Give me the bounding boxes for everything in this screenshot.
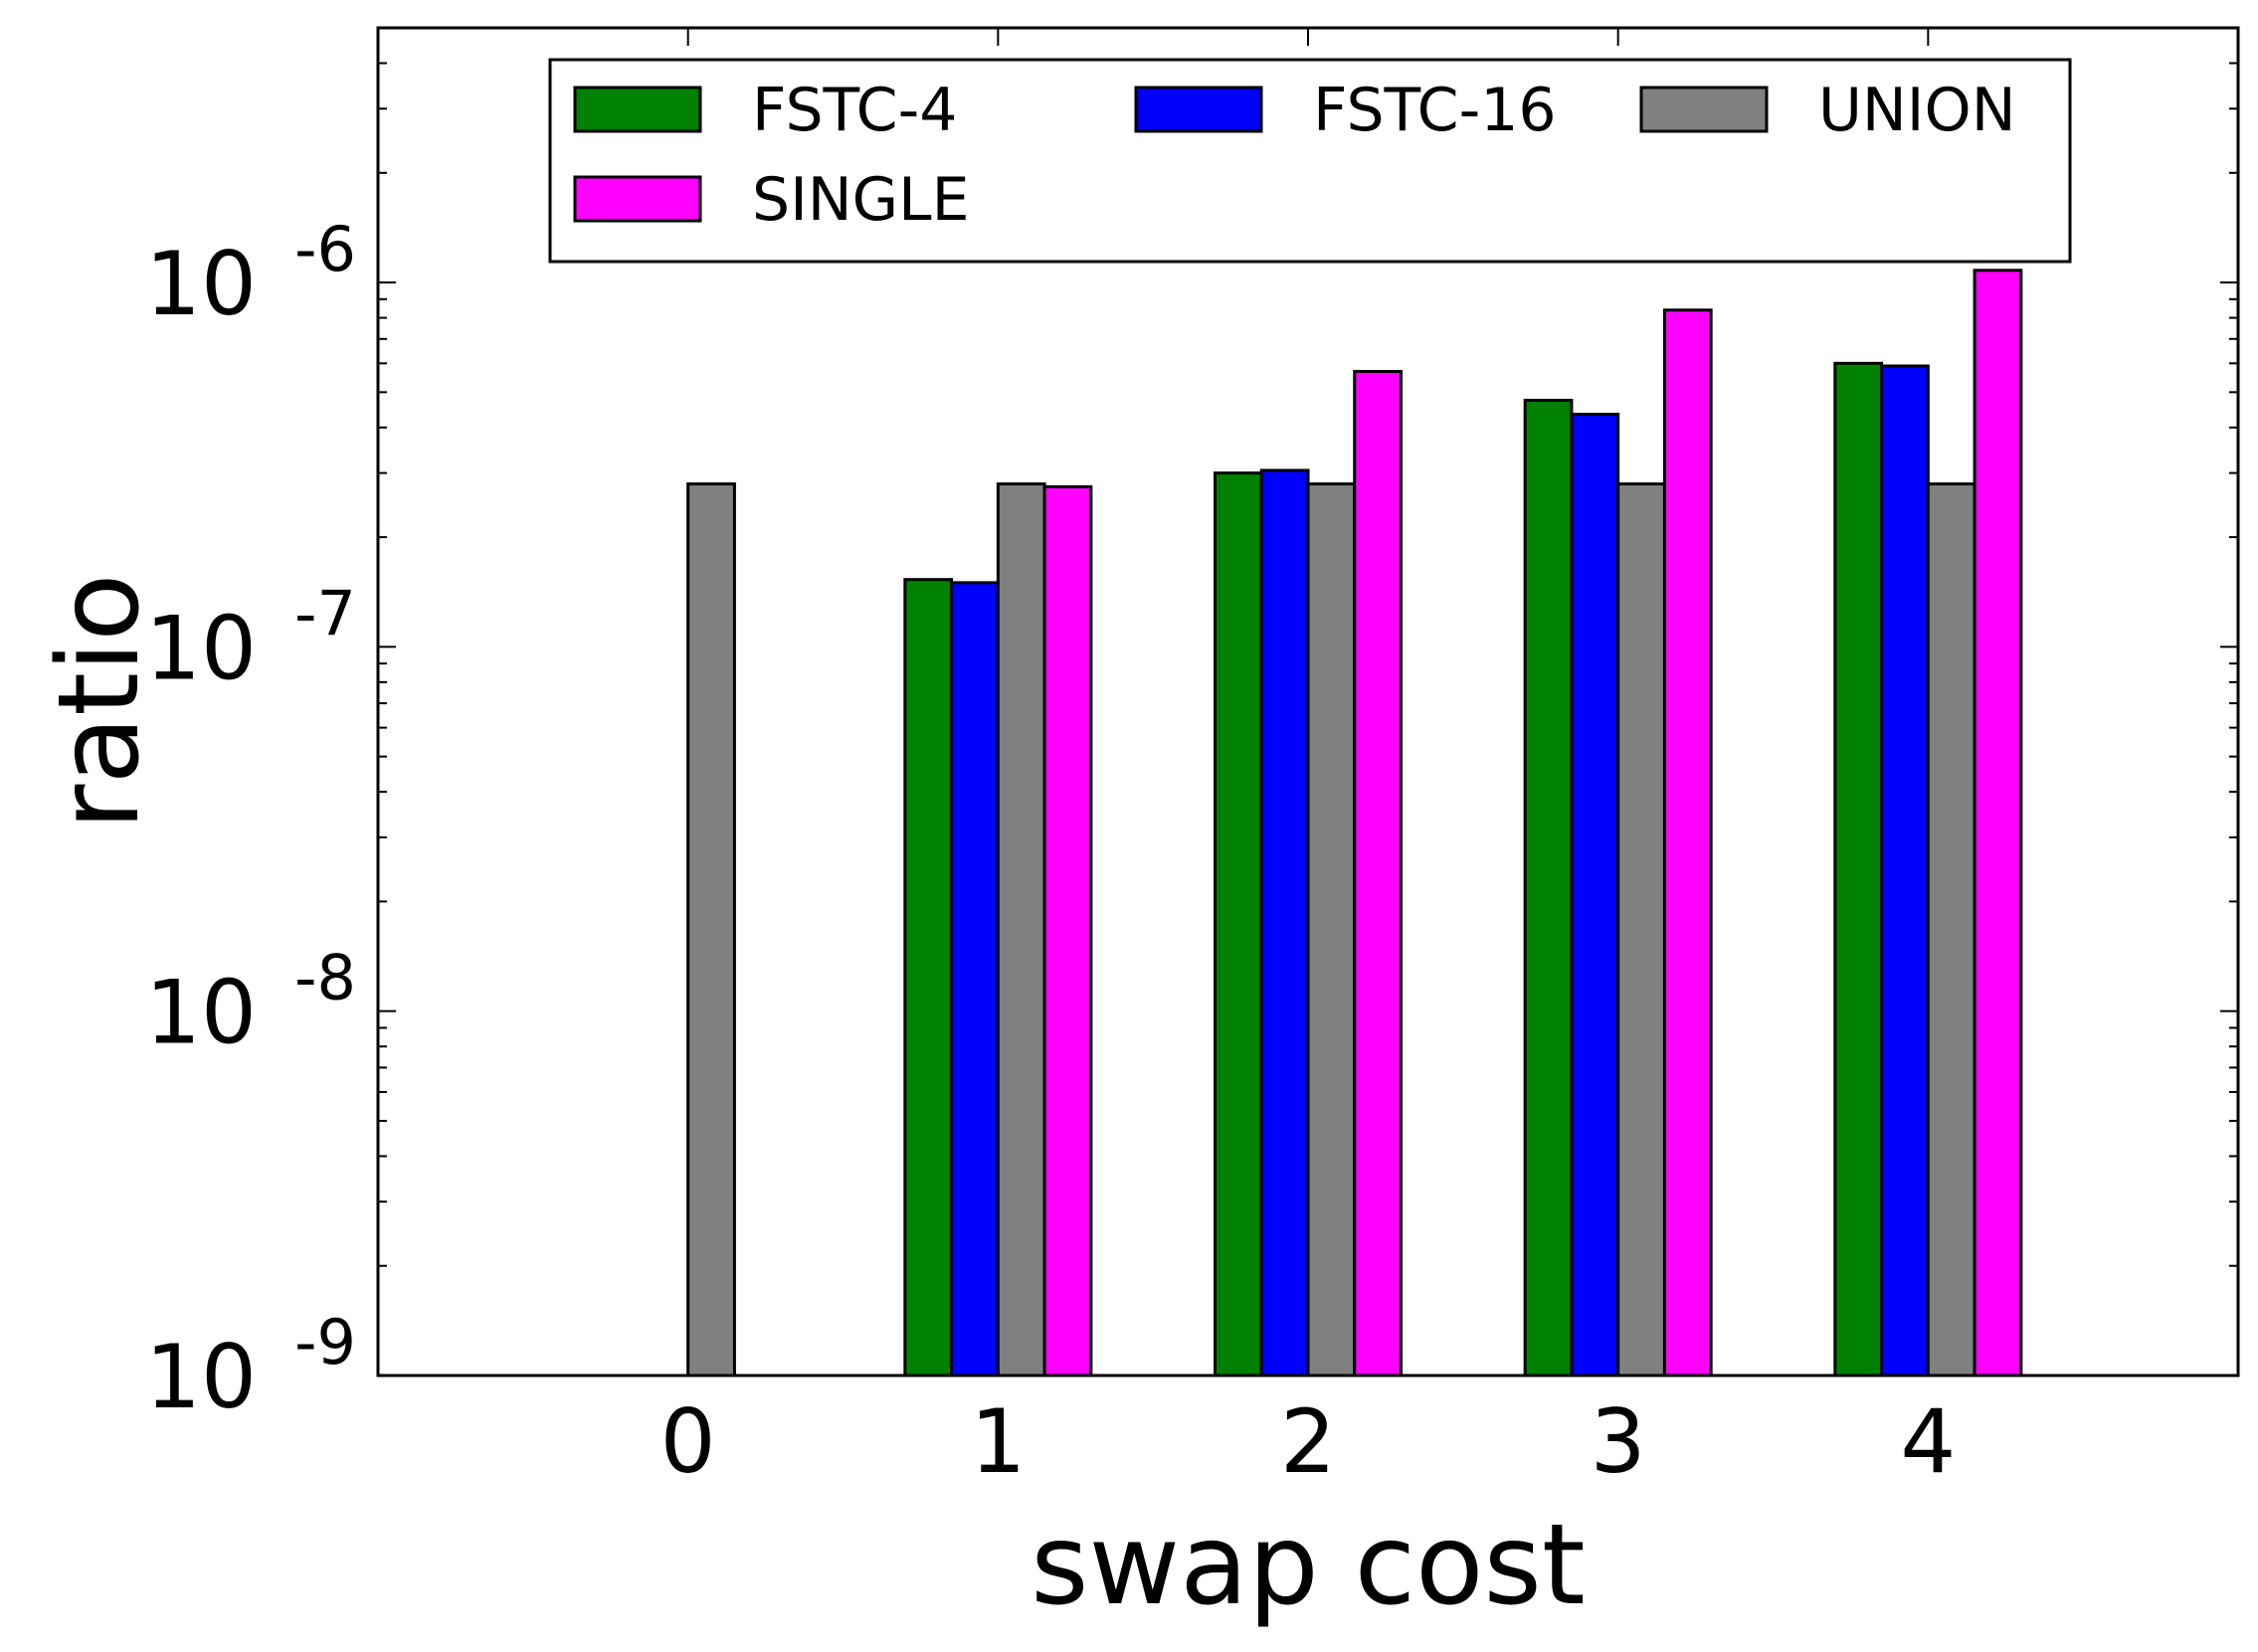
bar-single-4 — [1973, 269, 2023, 1377]
y-tick-base: 10 — [145, 1326, 257, 1428]
bar-fstc-4-3 — [1523, 398, 1574, 1377]
legend-swatch — [1639, 86, 1769, 133]
y-tick-label: -6 10 — [145, 213, 356, 335]
y-tick-labels: -9 10 -8 10 -7 10 -6 10 — [145, 213, 356, 1428]
x-tick-label: 1 — [970, 1390, 1026, 1493]
bar-fstc-16-2 — [1259, 468, 1310, 1377]
y-tick-exponent: -6 — [294, 213, 356, 285]
bar-fstc-4-1 — [903, 578, 954, 1377]
y-tick-base: 10 — [145, 962, 257, 1064]
bar-union-4 — [1926, 482, 1976, 1377]
legend-swatch — [573, 175, 702, 223]
y-tick-base: 10 — [145, 597, 257, 699]
legend-label: FSTC-4 — [752, 76, 957, 145]
x-tick-label: 0 — [660, 1390, 716, 1493]
y-tick-exponent: -7 — [294, 577, 356, 649]
x-tick-label: 3 — [1591, 1390, 1646, 1493]
bar-fstc-16-3 — [1570, 412, 1620, 1377]
x-tick-label: 4 — [1900, 1390, 1956, 1493]
legend-label: UNION — [1818, 76, 2016, 145]
legend-item-single: SINGLE — [573, 165, 970, 235]
plot-frame — [376, 26, 2240, 1377]
bar-union-2 — [1306, 482, 1357, 1377]
y-tick-base: 10 — [145, 233, 257, 335]
bar-union-3 — [1616, 482, 1666, 1377]
legend-frame — [548, 58, 2072, 264]
x-tick-labels: 0 1 2 3 4 — [660, 1390, 1957, 1493]
bar-single-2 — [1353, 369, 1403, 1377]
bar-union-1 — [996, 482, 1046, 1377]
bar-fstc-16-4 — [1880, 364, 1930, 1377]
bar-fstc-4-2 — [1214, 471, 1263, 1377]
legend-item-fstc-4: FSTC-4 — [573, 76, 957, 145]
legend-item-union: UNION — [1639, 76, 2016, 145]
legend-label: SINGLE — [752, 165, 970, 235]
legend-label: FSTC-16 — [1313, 76, 1557, 145]
bar-single-1 — [1042, 484, 1093, 1377]
bar-single-3 — [1662, 308, 1713, 1377]
bar-fstc-16-1 — [950, 581, 1000, 1377]
y-tick-exponent: -9 — [294, 1306, 356, 1378]
y-tick-exponent: -8 — [294, 942, 356, 1014]
bars-layer — [686, 269, 2023, 1377]
y-tick-label: -8 10 — [145, 942, 356, 1064]
x-axis-label: swap cost — [1031, 1501, 1586, 1630]
bar-union-0 — [686, 482, 736, 1377]
legend-swatch — [1134, 86, 1263, 133]
legend: FSTC-4 FSTC-16 UNION SINGLE — [548, 58, 2072, 264]
y-tick-label: -9 10 — [145, 1306, 356, 1428]
y-axis-label: ratio — [35, 573, 164, 829]
bar-fstc-4-4 — [1833, 361, 1884, 1377]
legend-item-fstc-16: FSTC-16 — [1134, 76, 1557, 145]
y-tick-label: -7 10 — [145, 577, 356, 699]
x-tick-label: 2 — [1280, 1390, 1336, 1493]
legend-swatch — [573, 86, 702, 133]
